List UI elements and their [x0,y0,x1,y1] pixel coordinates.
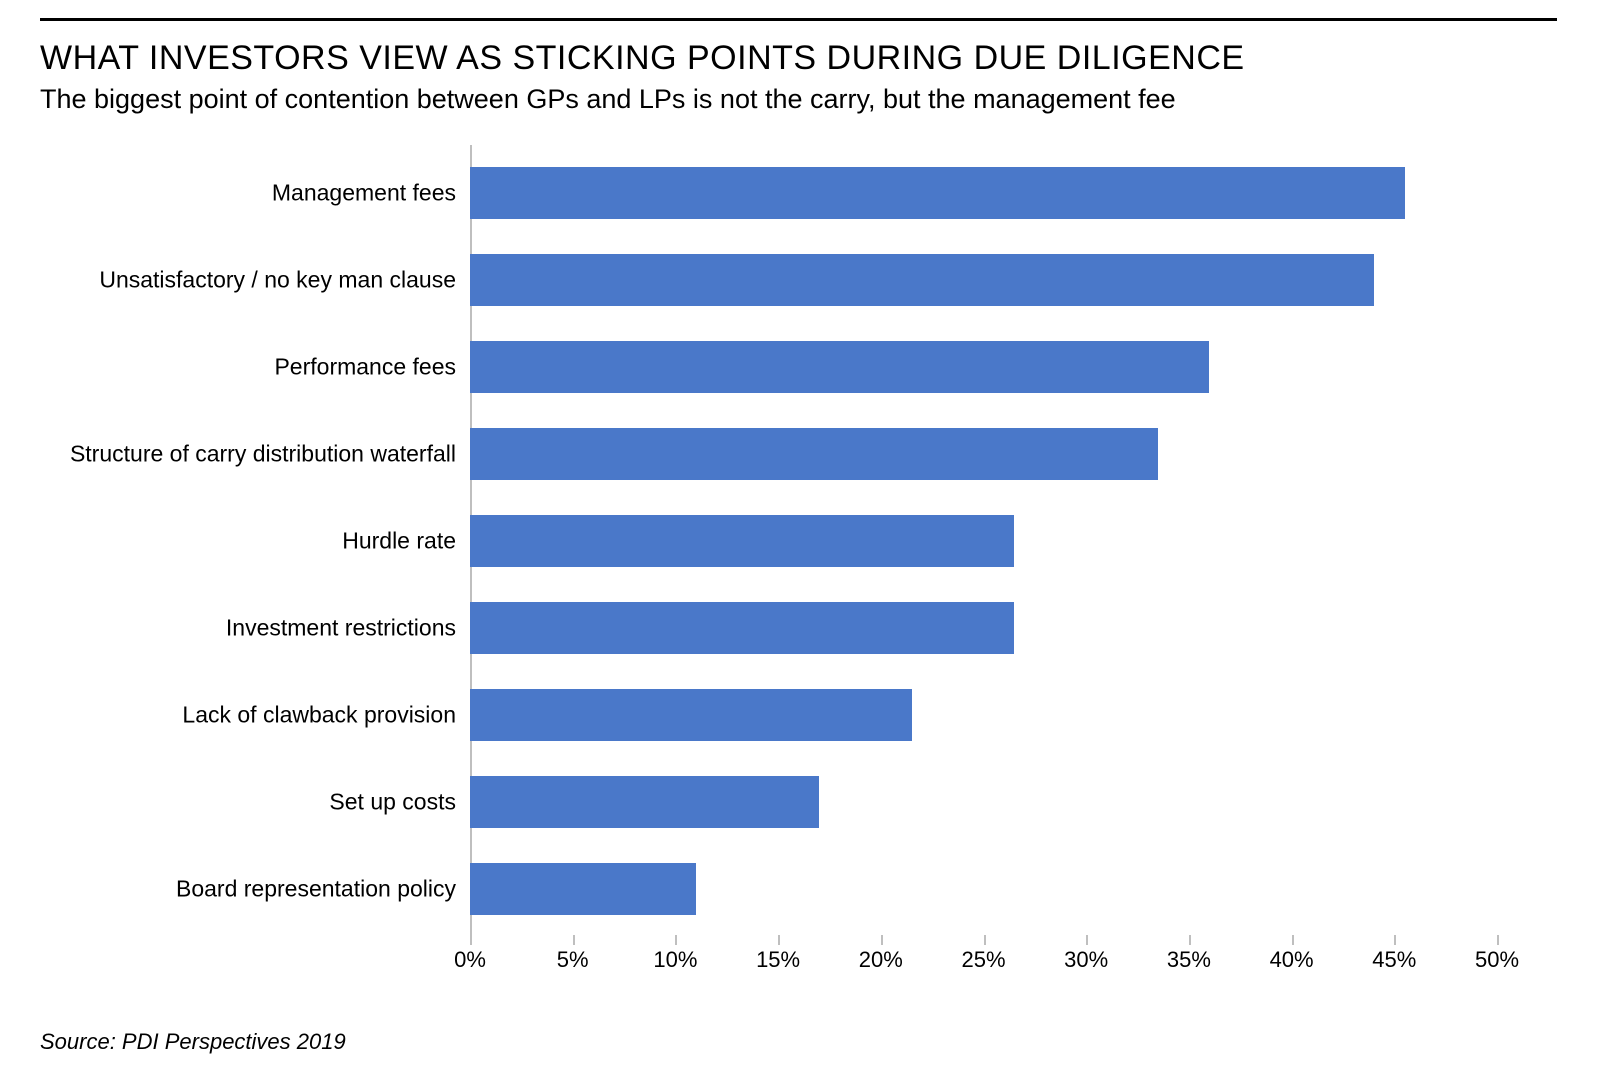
bar [470,863,696,915]
bar [470,341,1209,393]
x-tick-label: 45% [1372,947,1416,973]
x-tick [778,935,780,945]
bar [470,428,1158,480]
x-tick [573,935,575,945]
x-tick-label: 15% [756,947,800,973]
category-label: Structure of carry distribution waterfal… [70,441,470,468]
bar [470,602,1014,654]
bar-row: Management fees [470,167,1497,219]
x-tick-label: 10% [653,947,697,973]
page: WHAT INVESTORS VIEW AS STICKING POINTS D… [0,0,1597,1083]
bar [470,776,819,828]
plot-area: 0%5%10%15%20%25%30%35%40%45%50%Managemen… [470,145,1497,935]
x-tick-label: 40% [1270,947,1314,973]
chart-subtitle: The biggest point of contention between … [40,84,1557,115]
x-tick [1086,935,1088,945]
x-tick-label: 35% [1167,947,1211,973]
x-tick-label: 20% [859,947,903,973]
chart-title: WHAT INVESTORS VIEW AS STICKING POINTS D… [40,39,1557,78]
x-tick-label: 25% [961,947,1005,973]
x-tick [470,935,472,945]
category-label: Performance fees [274,354,470,381]
bar-row: Unsatisfactory / no key man clause [470,254,1497,306]
category-label: Set up costs [329,789,470,816]
x-tick [675,935,677,945]
bar-row: Set up costs [470,776,1497,828]
top-rule [40,18,1557,21]
x-tick [1497,935,1499,945]
bar [470,689,912,741]
source-attribution: Source: PDI Perspectives 2019 [40,1029,346,1055]
x-tick [984,935,986,945]
bar-row: Board representation policy [470,863,1497,915]
bar-row: Structure of carry distribution waterfal… [470,428,1497,480]
category-label: Hurdle rate [342,528,470,555]
bar-row: Performance fees [470,341,1497,393]
chart: 0% 5% 10% 15% 20% 25% 30% 35% 40% 45% 50% Managemen… [40,145,1557,995]
x-tick-label: 0% [454,947,486,973]
x-tick [1394,935,1396,945]
bar [470,515,1014,567]
bar [470,254,1374,306]
category-label: Management fees [272,180,470,207]
bar-row: Hurdle rate [470,515,1497,567]
category-label: Board representation policy [176,876,470,903]
x-tick [1292,935,1294,945]
category-label: Lack of clawback provision [182,702,470,729]
x-tick-label: 30% [1064,947,1108,973]
bar-row: Lack of clawback provision [470,689,1497,741]
x-tick [1189,935,1191,945]
bar-row: Investment restrictions [470,602,1497,654]
category-label: Unsatisfactory / no key man clause [99,267,470,294]
bar [470,167,1405,219]
x-tick-label: 50% [1475,947,1519,973]
x-tick [881,935,883,945]
category-label: Investment restrictions [226,615,470,642]
x-tick-label: 5% [557,947,589,973]
